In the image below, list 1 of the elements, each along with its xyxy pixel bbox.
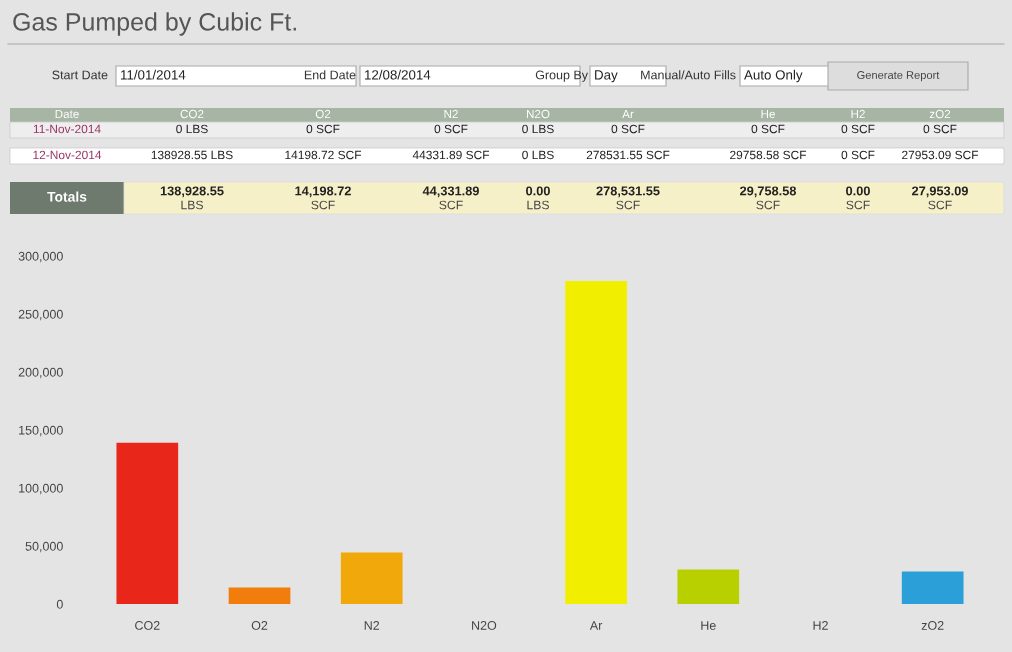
chart-title: Gas Pumped by Cubic Ft.: [13, 12, 296, 36]
